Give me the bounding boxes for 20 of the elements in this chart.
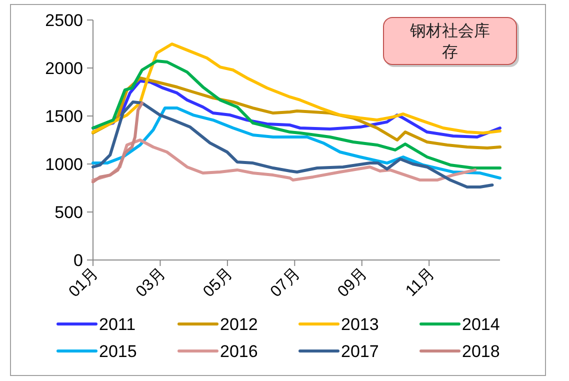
y-tick-label: 1500 <box>45 107 83 126</box>
legend-label: 2017 <box>341 342 379 361</box>
x-tick-label: 05月 <box>200 264 236 301</box>
y-tick-label: 500 <box>54 203 83 222</box>
y-tick-label: 1000 <box>45 155 83 174</box>
y-tick-label: 2000 <box>45 59 83 78</box>
legend-label: 2012 <box>220 315 258 334</box>
x-tick-label: 09月 <box>334 264 371 301</box>
x-tick-label: 07月 <box>268 264 304 301</box>
legend-label: 2018 <box>462 342 500 361</box>
legend-label: 2014 <box>462 315 500 334</box>
x-tick-label: 03月 <box>133 264 170 301</box>
x-tick-label: 11月 <box>402 264 438 300</box>
legend-label: 2011 <box>99 315 136 334</box>
legend-label: 2015 <box>99 342 137 361</box>
y-tick-label: 2500 <box>45 11 83 30</box>
legend-label: 2016 <box>220 342 258 361</box>
text: 钢材社会库存 <box>409 20 491 62</box>
y-tick-label: 0 <box>74 251 83 270</box>
legend-label: 2013 <box>341 315 379 334</box>
